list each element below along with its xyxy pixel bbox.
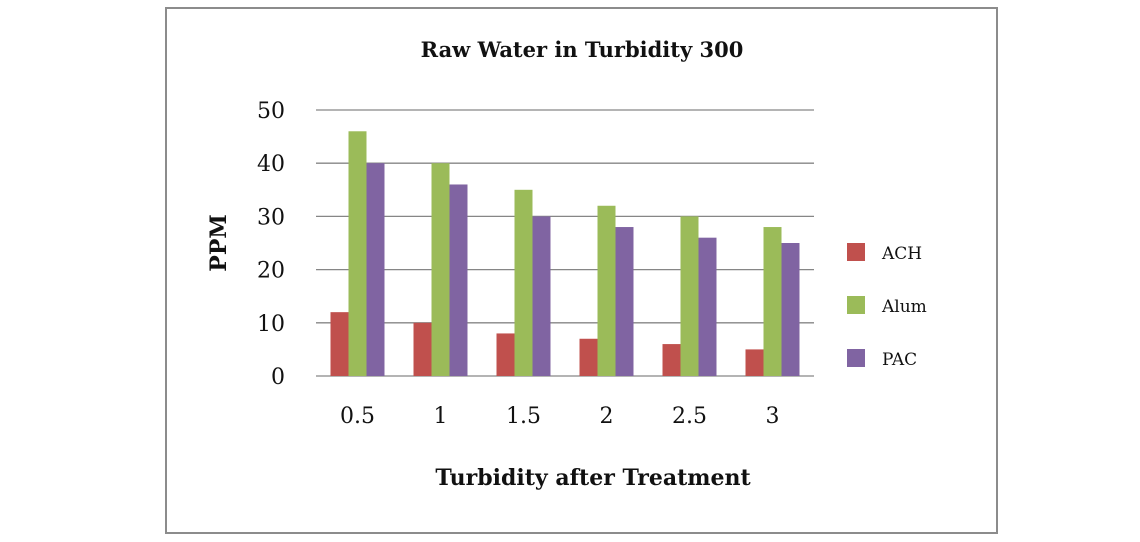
x-tick-label: 2.5 [672,404,707,429]
legend-swatch-ach [847,243,865,261]
y-tick-label: 0 [271,365,285,390]
y-tick-label: 30 [257,205,285,230]
bar-pac-3 [781,243,800,376]
bar-pac-1.5 [532,216,551,376]
x-tick-label: 0.5 [340,404,375,429]
bar-alum-2.5 [680,216,699,376]
bar-ach-2.5 [662,344,681,376]
bar-alum-1 [431,163,450,376]
x-tick-label: 1 [434,404,448,429]
chart-title: Raw Water in Turbidity 300 [421,37,744,62]
bars [330,131,800,376]
bar-alum-0.5 [348,131,367,376]
y-axis-label: PPM [206,214,232,271]
y-axis-ticks: 0 10 20 30 40 50 [257,99,285,390]
bar-alum-1.5 [514,189,533,376]
y-tick-label: 20 [257,259,285,284]
chart-frame [165,7,998,534]
x-tick-label: 2 [600,404,614,429]
x-axis-ticks: 0.5 1 1.5 2 2.5 3 [340,404,780,429]
legend-label-pac: PAC [882,350,917,370]
bar-pac-0.5 [366,163,385,376]
bar-ach-0.5 [330,312,349,376]
y-tick-label: 50 [257,99,285,124]
gridlines [316,109,814,377]
bar-alum-2 [597,205,616,376]
legend-swatch-alum [847,296,865,314]
x-axis-label: Turbidity after Treatment [435,465,751,491]
x-tick-label: 3 [766,404,780,429]
bar-pac-1 [449,184,468,376]
legend: ACH Alum PAC [847,243,927,370]
bar-alum-3 [763,227,782,376]
bar-pac-2.5 [698,237,717,376]
legend-swatch-pac [847,349,865,367]
bar-ach-1 [413,322,432,376]
y-tick-label: 10 [257,312,285,337]
bar-pac-2 [615,227,634,376]
y-tick-label: 40 [257,152,285,177]
legend-label-alum: Alum [881,297,927,317]
x-tick-label: 1.5 [506,404,541,429]
bar-ach-2 [579,338,598,376]
bar-ach-3 [745,349,764,376]
legend-label-ach: ACH [881,244,922,264]
bar-ach-1.5 [496,333,515,376]
